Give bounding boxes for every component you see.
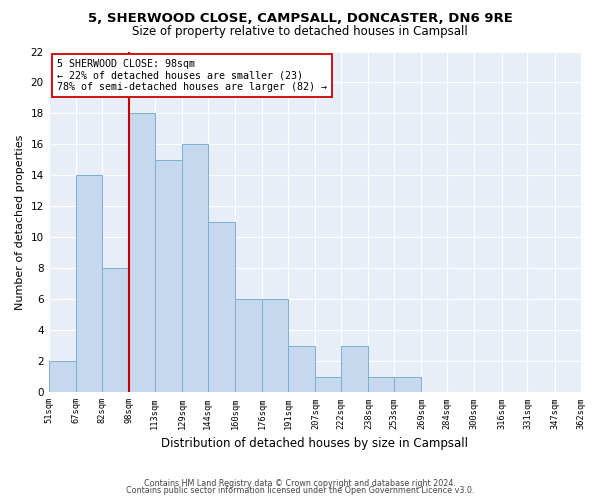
Bar (155, 160, 182, 392)
Bar (235, 300, 262, 392)
Text: Size of property relative to detached houses in Campsall: Size of property relative to detached ho… (132, 25, 468, 38)
Bar (129, 114, 155, 392)
X-axis label: Distribution of detached houses by size in Campsall: Distribution of detached houses by size … (161, 437, 468, 450)
Bar (288, 346, 316, 393)
Bar (316, 377, 341, 392)
Bar (394, 377, 421, 392)
Text: 5, SHERWOOD CLOSE, CAMPSALL, DONCASTER, DN6 9RE: 5, SHERWOOD CLOSE, CAMPSALL, DONCASTER, … (88, 12, 512, 26)
Bar (208, 222, 235, 392)
Y-axis label: Number of detached properties: Number of detached properties (15, 134, 25, 310)
Bar (182, 144, 208, 392)
Bar (101, 268, 129, 392)
Bar (76, 176, 101, 392)
Bar (49, 362, 76, 392)
Text: Contains HM Land Registry data © Crown copyright and database right 2024.: Contains HM Land Registry data © Crown c… (144, 478, 456, 488)
Bar (368, 377, 394, 392)
Text: 5 SHERWOOD CLOSE: 98sqm
← 22% of detached houses are smaller (23)
78% of semi-de: 5 SHERWOOD CLOSE: 98sqm ← 22% of detache… (57, 59, 327, 92)
Bar (262, 300, 288, 392)
Text: Contains public sector information licensed under the Open Government Licence v3: Contains public sector information licen… (126, 486, 474, 495)
Bar (341, 346, 368, 393)
